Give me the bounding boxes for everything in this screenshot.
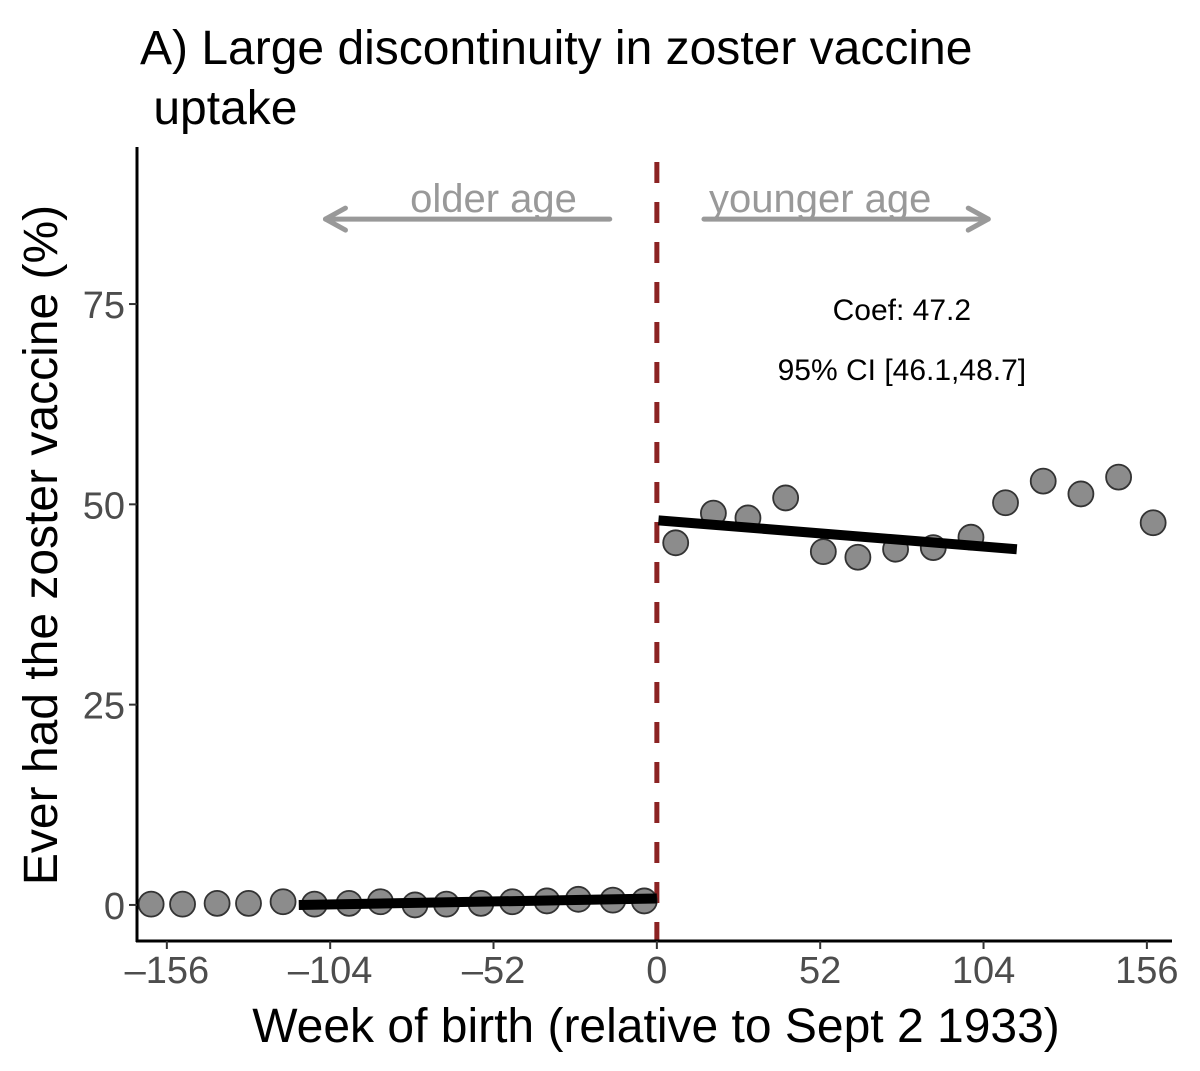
x-axis-title: Week of birth (relative to Sept 2 1933)	[252, 1000, 1060, 1053]
y-tick-label: 0	[104, 886, 125, 928]
data-point	[235, 889, 262, 917]
y-tick-label: 25	[83, 686, 125, 728]
chart-title-line-2: uptake	[140, 82, 297, 135]
y-tick-label: 50	[83, 485, 125, 527]
fit-right-line	[658, 515, 1018, 555]
x-tick-label: –156	[125, 950, 210, 992]
older-age-arrow-head	[322, 205, 348, 233]
younger-age-arrow-head	[965, 205, 991, 233]
older-age-label: older age	[410, 177, 577, 221]
data-point	[1139, 509, 1167, 537]
data-point	[269, 888, 297, 916]
data-point	[772, 484, 800, 512]
x-tick-label: 104	[952, 950, 1015, 992]
series-younger	[662, 463, 1167, 571]
x-tick-label: 156	[1115, 950, 1178, 992]
data-point	[169, 890, 196, 918]
ci-annotation: 95% CI [46.1,48.7]	[778, 354, 1027, 387]
x-tick-label: 52	[799, 950, 841, 992]
x-tick-label: –52	[462, 950, 525, 992]
data-point	[1067, 480, 1095, 508]
younger-age-arrow	[701, 205, 991, 233]
data-point	[1105, 463, 1133, 491]
y-axis-title: Ever had the zoster vaccine (%)	[15, 205, 68, 885]
data-point	[992, 489, 1019, 517]
data-point	[662, 529, 690, 557]
x-tick-label: –104	[288, 950, 373, 992]
fit-left-line	[298, 893, 657, 910]
axes: –156 –104 –52 0 52 104 156 0 25 50 75	[83, 147, 1179, 992]
data-point	[137, 890, 165, 918]
y-tick-label: 75	[83, 285, 125, 327]
coef-annotation: Coef: 47.2	[833, 294, 971, 327]
data-point	[844, 543, 872, 571]
data-point	[809, 538, 837, 566]
younger-age-label: younger age	[709, 177, 931, 221]
chart-title-line-1: A) Large discontinuity in zoster vaccine	[140, 22, 972, 75]
older-age-arrow	[322, 205, 613, 233]
data-point	[1029, 467, 1057, 495]
data-point	[203, 889, 231, 917]
chart-title: A) Large discontinuity in zoster vaccine…	[140, 22, 972, 135]
plot-area: older age younger age Coef: 47.2 95% CI [46…	[137, 162, 1167, 941]
x-tick-label: 0	[646, 950, 667, 992]
